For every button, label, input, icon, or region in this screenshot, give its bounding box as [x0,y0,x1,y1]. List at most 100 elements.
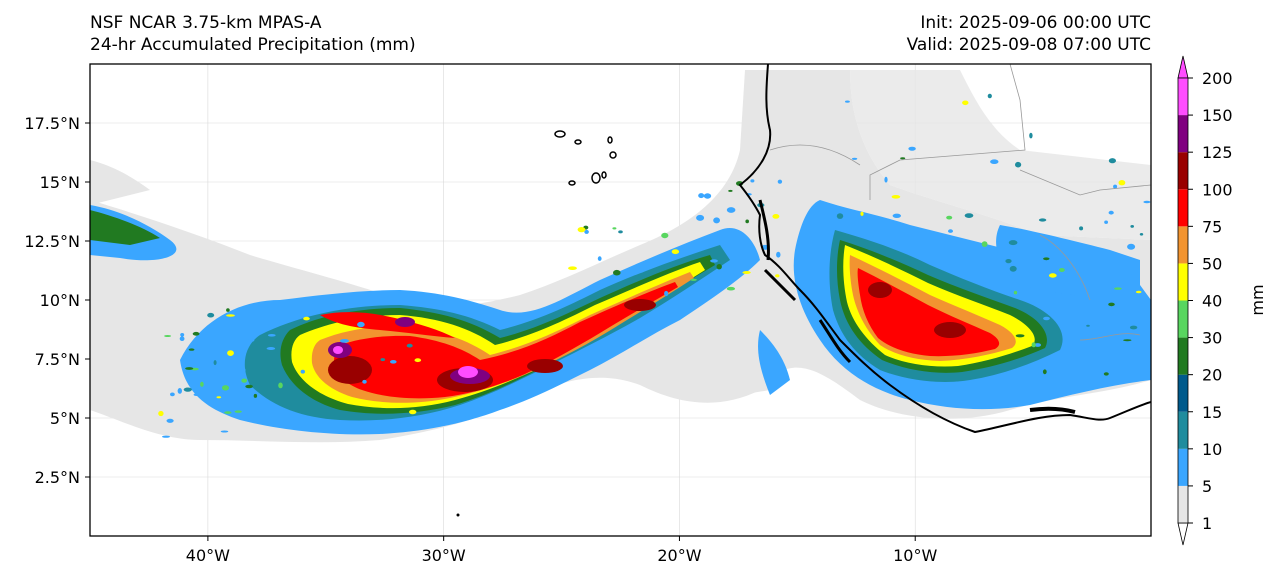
precip-cell [1108,302,1115,307]
precip-cell [390,360,397,364]
precip-cell [981,241,988,248]
precip-cell [584,229,589,234]
colorbar-segment-11 [1178,78,1188,116]
precip-cell [1048,273,1057,278]
cape-verde-islands [554,130,617,186]
precip-cell [226,314,235,317]
precip-cell [1031,342,1036,348]
precip-cell [224,411,232,414]
precip-cell [179,336,185,342]
lon-tick-label: 20°W [657,546,701,565]
precip-cell [226,308,230,312]
precip-cell [671,249,680,255]
precip-cell [860,211,864,216]
precip-cell [289,413,296,418]
colorbar-tick-label: 200 [1202,69,1233,88]
precip-cell [245,384,253,389]
precip-cell [745,219,749,224]
colorbar-segment-1 [1178,448,1188,486]
precip-cell [750,179,755,183]
precip-cell [1059,268,1065,272]
colorbar-tick-label: 150 [1202,106,1233,125]
precip-cell [726,272,735,277]
scattered-cells [158,93,1151,438]
precip-cell [664,290,669,297]
precip-cell [213,360,217,366]
precip-cell [661,232,669,239]
precip-cell [340,339,349,343]
precip-cell [613,269,621,276]
precip-cell [1086,324,1090,327]
precip-cell [1104,220,1108,224]
lat-tick-label: 7.5°N [35,350,80,369]
field-name: 24-hr Accumulated Precipitation (mm) [90,35,416,55]
precip-cell [193,393,200,397]
lat-tick-label: 2.5°N [35,468,80,487]
colorbar-tick-label: 5 [1202,477,1212,496]
precip-cell [162,435,170,438]
precip-cell [1069,292,1077,295]
precip-cell [158,410,164,417]
precip-cell [278,382,283,389]
precip-cell [1043,257,1050,261]
precip-cell [884,176,888,183]
precip-cell [690,278,697,281]
colorbar-segment-10 [1178,115,1188,153]
precip-cell [1013,290,1018,295]
precip-cell [1029,132,1033,139]
lat-tick-label: 17.5°N [24,114,80,133]
precip-cell [1038,218,1047,222]
colorbar-tick-label: 125 [1202,143,1233,162]
title-left: NSF NCAR 3.75-km MPAS-A 24-hr Accumulate… [90,12,416,56]
colorbar-segment-2 [1178,411,1188,449]
longitude-axis: 40°W 30°W 20°W 10°W [186,536,937,565]
precip-cell [266,347,276,350]
precip-cell [300,314,307,317]
precip-cell [1001,298,1008,301]
lon-tick-label: 10°W [893,546,937,565]
precip-cell [636,268,645,273]
precip-cell [241,378,247,383]
precip-cell [1008,240,1018,246]
precip-cell [314,311,321,315]
precip-cell [1015,334,1025,338]
colorbar-tick-label: 40 [1202,292,1222,311]
colorbar-tick-label: 15 [1202,403,1222,422]
lon-tick-label: 40°W [186,546,230,565]
precip-cell [1113,184,1118,189]
precip-cell [1043,316,1050,321]
precip-cell [253,393,258,398]
colorbar-segment-6 [1178,263,1188,301]
precip-cell [166,418,174,423]
precip-cell [267,334,276,337]
precip-cell [946,215,953,220]
precip-cell [1130,225,1134,228]
precip-cell [380,358,386,362]
precip-cell [185,367,194,370]
precip-cell [300,369,305,374]
precip-cell [1034,343,1041,347]
precip-cell [1048,269,1058,274]
precip-cell [164,335,172,337]
precip-cell [1118,180,1126,186]
precip-cell [597,256,602,261]
precip-cell [207,312,215,318]
colorbar-segment-7 [1178,226,1188,264]
precip-cell [303,316,310,321]
coastlines [456,64,1151,517]
precip-cell [775,274,780,278]
coast-islands-guinea [758,199,852,364]
precip-cell [1108,210,1114,215]
precip-cell [777,179,783,184]
precip-cell [696,214,705,221]
precip-cell [713,217,720,224]
precip-cell [900,157,906,160]
precip-cell [1009,265,1017,272]
precip-cell [1066,356,1073,361]
precip-cell [222,385,229,391]
precip-cell [703,193,712,199]
precip-cell [726,286,736,291]
colorbar-tick-label: 10 [1202,440,1222,459]
precip-cell [683,297,689,302]
